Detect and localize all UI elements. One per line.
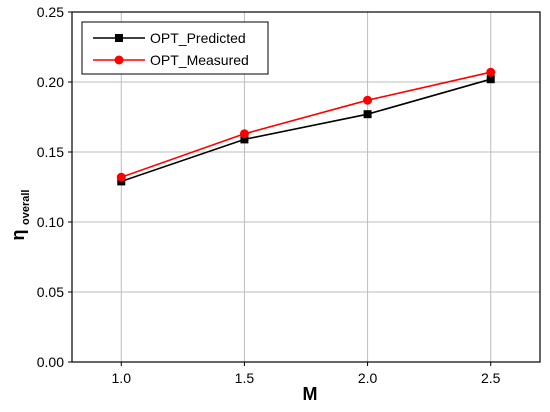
- series-line-opt-measured: [120, 71, 491, 178]
- x-tick-label: 1.0: [112, 370, 132, 386]
- data-point-opt-measured: [486, 67, 496, 77]
- x-tick-label: 1.5: [235, 370, 255, 386]
- x-axis-label: M: [303, 384, 318, 404]
- legend-marker-opt-predicted: [115, 34, 123, 42]
- data-point-opt-measured: [363, 95, 373, 105]
- y-tick-label: 0.05: [37, 284, 64, 300]
- legend-entry-opt-predicted: OPT_Predicted: [93, 30, 246, 46]
- series-opt-measured: [116, 67, 496, 182]
- axes: 0.00 0.05 0.10 0.15 0.20 0.25 1.0 1.5 2.0 2.5: [37, 4, 541, 386]
- plot-frame: [71, 11, 541, 363]
- y-axis-label-main: η: [8, 229, 28, 240]
- x-tick-label: 2.5: [481, 370, 501, 386]
- legend-entry-opt-measured: OPT_Measured: [93, 52, 249, 68]
- y-axis-label-sub: overall: [20, 190, 32, 225]
- legend-box: [81, 21, 269, 75]
- legend-label-opt-predicted: OPT_Predicted: [150, 30, 246, 46]
- legend-marker-opt-measured: [114, 55, 124, 65]
- series-layer: [116, 67, 496, 186]
- y-tick-label: 0.25: [37, 4, 64, 20]
- legend: OPT_Predicted OPT_Measured: [81, 21, 269, 75]
- x-tick-label: 2.0: [358, 370, 378, 386]
- y-tick-label: 0.20: [37, 74, 64, 90]
- data-point-opt-measured: [239, 129, 249, 139]
- data-point-opt-predicted: [240, 135, 249, 144]
- data-point-opt-predicted: [486, 75, 495, 84]
- legend-label-opt-measured: OPT_Measured: [150, 52, 249, 68]
- y-axis-label: η overall: [8, 190, 32, 241]
- series-line-opt-predicted: [121, 78, 491, 183]
- data-point-opt-predicted: [363, 110, 372, 119]
- data-point-opt-measured: [116, 172, 126, 182]
- series-opt-predicted: [117, 75, 495, 186]
- y-tick-label: 0.00: [37, 354, 64, 370]
- y-tick-label: 0.15: [37, 144, 64, 160]
- y-tick-label: 0.10: [37, 214, 64, 230]
